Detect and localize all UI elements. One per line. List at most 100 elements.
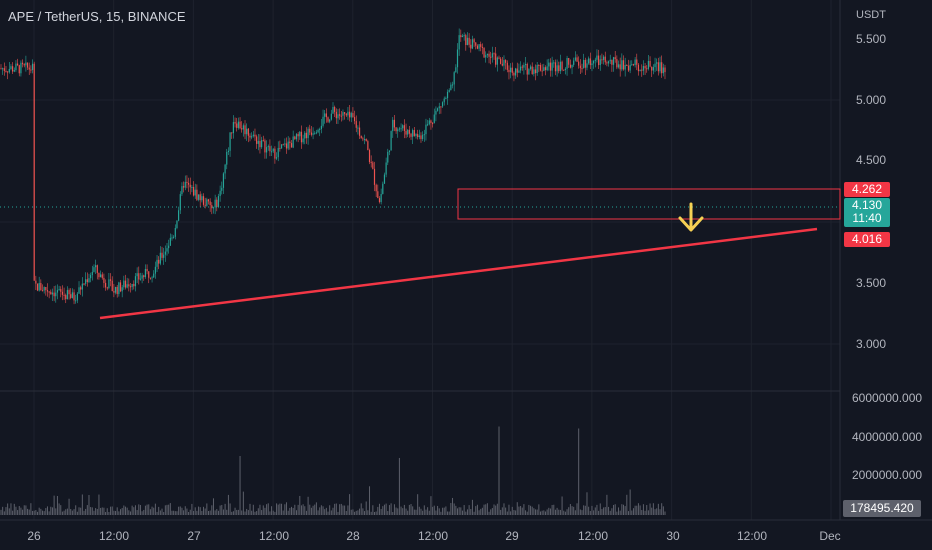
candle-body bbox=[556, 65, 558, 72]
candle-body bbox=[30, 69, 32, 71]
candle-body bbox=[397, 129, 399, 132]
candle-body bbox=[98, 272, 100, 278]
candle-body bbox=[12, 66, 14, 72]
candle-body bbox=[139, 278, 142, 280]
candle-body bbox=[292, 136, 294, 148]
candle-body bbox=[312, 133, 314, 135]
candle-body bbox=[114, 286, 117, 293]
candle-body bbox=[307, 128, 309, 139]
candle-body bbox=[423, 134, 425, 136]
candle-body bbox=[574, 57, 576, 61]
candle-body bbox=[163, 254, 165, 258]
candle-body bbox=[58, 289, 60, 291]
volume-tick: 6000000.000 bbox=[852, 391, 923, 405]
candle-body bbox=[80, 287, 82, 290]
candle-body bbox=[458, 35, 460, 50]
candle-body bbox=[395, 127, 397, 132]
candle-body bbox=[297, 134, 299, 137]
candle-body bbox=[10, 66, 12, 69]
candle-body bbox=[538, 65, 540, 67]
ascending-trendline[interactable] bbox=[99, 227, 818, 320]
candle-body bbox=[358, 127, 361, 136]
candle-body bbox=[212, 207, 215, 209]
candle-body bbox=[45, 287, 47, 291]
candle-body bbox=[453, 72, 455, 85]
candle-body bbox=[377, 191, 379, 199]
candle-body bbox=[360, 135, 362, 139]
candle-body bbox=[181, 186, 183, 195]
candle-body bbox=[109, 279, 112, 281]
candle-body bbox=[18, 65, 20, 74]
time-label: 29 bbox=[505, 529, 519, 543]
candle-body bbox=[111, 280, 113, 291]
candle-body bbox=[191, 186, 193, 188]
candle-body bbox=[106, 287, 108, 289]
candle-body bbox=[546, 66, 548, 71]
candle-body bbox=[284, 143, 286, 145]
candle-body bbox=[626, 65, 628, 67]
candle-body bbox=[227, 150, 230, 153]
candle-body bbox=[88, 278, 90, 283]
candle-body bbox=[151, 277, 153, 279]
candle-body bbox=[644, 66, 646, 69]
candle-body bbox=[664, 67, 666, 73]
candle-body bbox=[534, 69, 537, 74]
candle-body bbox=[443, 98, 445, 103]
candle-body bbox=[445, 98, 447, 100]
candle-body bbox=[657, 62, 659, 72]
range-box[interactable] bbox=[457, 188, 841, 220]
candle-body bbox=[588, 58, 590, 64]
candle-body bbox=[631, 64, 633, 66]
candle-body bbox=[128, 284, 130, 287]
candle-body bbox=[485, 55, 487, 58]
candle-body bbox=[510, 67, 512, 73]
candle-body bbox=[528, 69, 530, 75]
candle-body bbox=[500, 58, 502, 64]
candle-body bbox=[412, 130, 414, 137]
candle-body bbox=[649, 60, 651, 67]
candle-body bbox=[226, 152, 228, 165]
candle-body bbox=[357, 127, 359, 129]
candle-body bbox=[169, 237, 171, 246]
price-tick: 5.500 bbox=[856, 32, 887, 46]
candle-body bbox=[85, 279, 87, 284]
candle-body bbox=[232, 122, 234, 134]
candle-body bbox=[468, 37, 470, 45]
candle-body bbox=[65, 295, 67, 300]
candle-body bbox=[533, 69, 535, 74]
candle-body bbox=[503, 60, 505, 66]
candle-body bbox=[51, 292, 54, 295]
candle-body bbox=[564, 68, 566, 70]
candle-body bbox=[76, 293, 78, 301]
candle-body bbox=[81, 283, 83, 290]
candle-body bbox=[269, 146, 271, 152]
candle-body bbox=[121, 287, 123, 292]
candle-body bbox=[475, 42, 477, 46]
candle-body bbox=[347, 111, 349, 116]
candle-body bbox=[144, 268, 147, 278]
candle-body bbox=[242, 125, 244, 130]
candle-body bbox=[558, 65, 560, 72]
candle-body bbox=[566, 58, 568, 69]
candle-body bbox=[259, 140, 261, 148]
candle-body bbox=[586, 63, 588, 68]
candle-body bbox=[521, 66, 523, 68]
candle-body bbox=[35, 280, 37, 284]
candle-body bbox=[149, 277, 151, 279]
arrow-down-icon[interactable] bbox=[678, 202, 704, 232]
candle-body bbox=[596, 55, 598, 60]
candle-body bbox=[96, 265, 98, 273]
candle-body bbox=[153, 273, 155, 278]
candle-body bbox=[236, 123, 238, 128]
candle-body bbox=[569, 64, 571, 68]
support-price-badge: 4.016 bbox=[844, 232, 890, 247]
candle-body bbox=[133, 283, 135, 287]
candle-body bbox=[124, 280, 127, 288]
candle-body bbox=[7, 71, 9, 73]
candle-body bbox=[651, 66, 653, 71]
candle-body bbox=[656, 62, 658, 64]
candle-body bbox=[390, 131, 392, 151]
time-label: 12:00 bbox=[98, 529, 130, 543]
candle-body bbox=[425, 124, 427, 135]
